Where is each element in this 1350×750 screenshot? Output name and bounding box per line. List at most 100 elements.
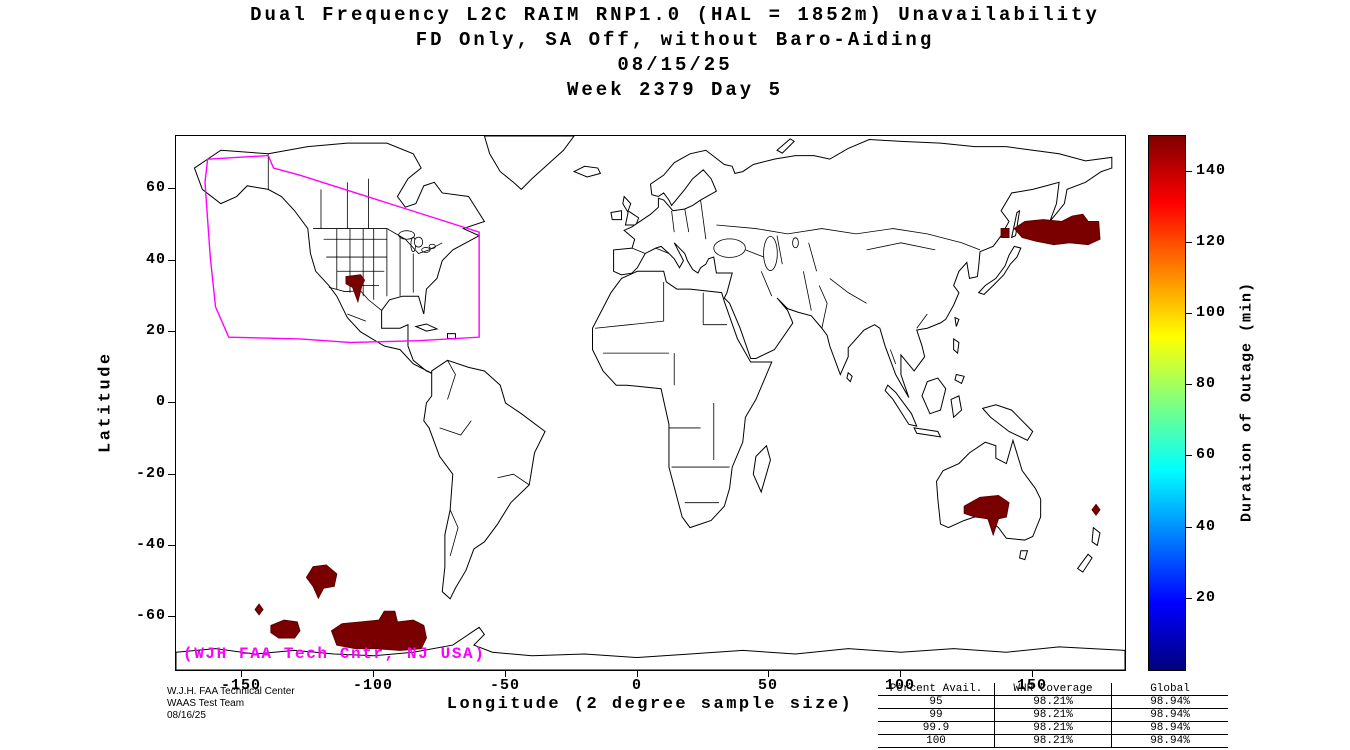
- landmass-luzon: [954, 339, 959, 353]
- availability-table-header: WNR Coverage: [994, 683, 1112, 696]
- colorbar-tick-mark: [1186, 384, 1192, 385]
- footer-credit-line: 08/16/25: [167, 710, 206, 721]
- colorbar-tick-mark: [1186, 313, 1192, 314]
- landmass-cuba: [416, 324, 437, 331]
- global-coverage-cell: 98.94%: [1111, 695, 1228, 709]
- availability-table-header: Global: [1111, 683, 1228, 696]
- footer-credit-line: WAAS Test Team: [167, 698, 245, 709]
- landmass-sakhalin: [1012, 211, 1020, 238]
- outage-region-south-pacific-mid: [306, 565, 336, 598]
- percent-avail-cell: 100: [878, 734, 995, 748]
- landmasses: [176, 136, 1125, 670]
- table-row: 99.9 98.21% 98.94%: [878, 721, 1228, 735]
- landmass-new-zealand-south: [1078, 554, 1092, 572]
- percent-avail-cell: 99: [878, 708, 995, 722]
- global-coverage-cell: 98.94%: [1111, 721, 1228, 735]
- colorbar-axis-label: Duration of Outage (min): [1238, 281, 1256, 523]
- landmass-taiwan: [955, 318, 959, 327]
- x-tick-mark: [637, 671, 638, 677]
- title-line-2: FD Only, SA Off, without Baro-Aiding: [415, 29, 935, 51]
- landmass-new-guinea: [983, 405, 1033, 441]
- x-tick-label: -150: [220, 677, 261, 694]
- wnr-coverage-cell: 98.21%: [994, 721, 1112, 735]
- landmass-java: [914, 428, 940, 437]
- landmass-north-america: [194, 143, 484, 374]
- landmass-eurasia: [614, 140, 1112, 398]
- global-coverage-cell: 98.94%: [1111, 734, 1228, 748]
- y-tick-mark: [168, 474, 175, 475]
- availability-table-header-row: Percent Avail. WNR Coverage Global: [878, 683, 1228, 696]
- wnr-coverage-cell: 98.21%: [994, 708, 1112, 722]
- outage-region-sakhalin-cell: [1001, 229, 1009, 238]
- landmass-new-zealand-north: [1092, 528, 1100, 546]
- x-tick-label: -100: [352, 677, 393, 694]
- y-tick-label: -20: [135, 465, 166, 482]
- landmass-africa: [593, 271, 772, 527]
- percent-avail-cell: 99.9: [878, 721, 995, 735]
- title-block: Dual Frequency L2C RAIM RNP1.0 (HAL = 18…: [0, 3, 1350, 103]
- y-tick-mark: [168, 402, 175, 403]
- colorbar-tick-label: 140: [1196, 162, 1227, 179]
- colorbar-tick-mark: [1186, 171, 1192, 172]
- x-tick-mark: [900, 671, 901, 677]
- y-tick-label: -60: [135, 607, 166, 624]
- caspian-sea: [764, 236, 778, 270]
- colorbar-tick-label: 100: [1196, 304, 1227, 321]
- x-tick-mark: [505, 671, 506, 677]
- outage-region-northeast-asia: [1014, 214, 1100, 244]
- y-tick-label: 20: [145, 322, 166, 339]
- outage-region-south-pacific-tiny: [255, 604, 263, 615]
- landmass-iceland: [574, 166, 600, 177]
- wnr-coverage-cell: 98.21%: [994, 695, 1112, 709]
- y-tick-label: 60: [145, 179, 166, 196]
- footer-credit-line: W.J.H. FAA Technical Center: [167, 686, 295, 697]
- lake-erie: [422, 247, 430, 252]
- title-line-4-week: Week 2379 Day 5: [566, 79, 784, 101]
- footer-credit-block: W.J.H. FAA Technical Center WAAS Test Te…: [167, 686, 295, 722]
- x-tick-mark: [241, 671, 242, 677]
- waas-boundary: [205, 156, 479, 343]
- table-row: 99 98.21% 98.94%: [878, 708, 1228, 722]
- title-line-1: Dual Frequency L2C RAIM RNP1.0 (HAL = 18…: [250, 4, 1100, 26]
- colorbar-tick-label: 60: [1196, 446, 1217, 463]
- landmass-antarctica: [176, 627, 1125, 670]
- outage-region-us-southwest: [346, 275, 364, 302]
- colorbar-tick-mark: [1186, 242, 1192, 243]
- y-tick-label: 40: [145, 251, 166, 268]
- x-tick-label: -50: [489, 677, 520, 694]
- x-tick-mark: [1032, 671, 1033, 677]
- percent-avail-cell: 95: [878, 695, 995, 709]
- availability-table-header: Percent Avail.: [878, 683, 995, 696]
- availability-table: Percent Avail. WNR Coverage Global 95 98…: [878, 683, 1228, 748]
- y-tick-label: -40: [135, 536, 166, 553]
- landmass-tasmania: [1020, 551, 1028, 560]
- colorbar-tick-mark: [1186, 527, 1192, 528]
- colorbar-tick-label: 20: [1196, 589, 1217, 606]
- colorbar-tick-label: 120: [1196, 233, 1227, 250]
- lakes-and-seas: [399, 231, 799, 271]
- y-tick-label: 0: [155, 393, 166, 410]
- lake-huron: [414, 237, 422, 247]
- landmass-madagascar: [753, 446, 770, 492]
- table-row: 100 98.21% 98.94%: [878, 734, 1228, 748]
- border-lines: [268, 154, 980, 556]
- landmass-sumatra: [885, 385, 917, 426]
- world-map-svg: [176, 136, 1125, 670]
- landmass-ireland: [611, 211, 622, 220]
- aral-sea: [793, 238, 799, 248]
- landmass-sri-lanka: [847, 373, 852, 382]
- wnr-coverage-cell: 98.21%: [994, 734, 1112, 748]
- colorbar-tick-label: 80: [1196, 375, 1217, 392]
- y-tick-mark: [168, 260, 175, 261]
- landmass-great-britain: [623, 197, 639, 225]
- x-axis-label: Longitude (2 degree sample size): [446, 695, 854, 714]
- landmass-novaya-zemlya: [777, 139, 794, 153]
- global-coverage-cell: 98.94%: [1111, 708, 1228, 722]
- outage-region-north-of-nz: [1092, 504, 1100, 515]
- colorbar-tick-label: 40: [1196, 518, 1217, 535]
- x-tick-mark: [768, 671, 769, 677]
- country-borders: [268, 154, 980, 556]
- map-plot-area: [175, 135, 1126, 671]
- landmass-greenland: [484, 136, 574, 189]
